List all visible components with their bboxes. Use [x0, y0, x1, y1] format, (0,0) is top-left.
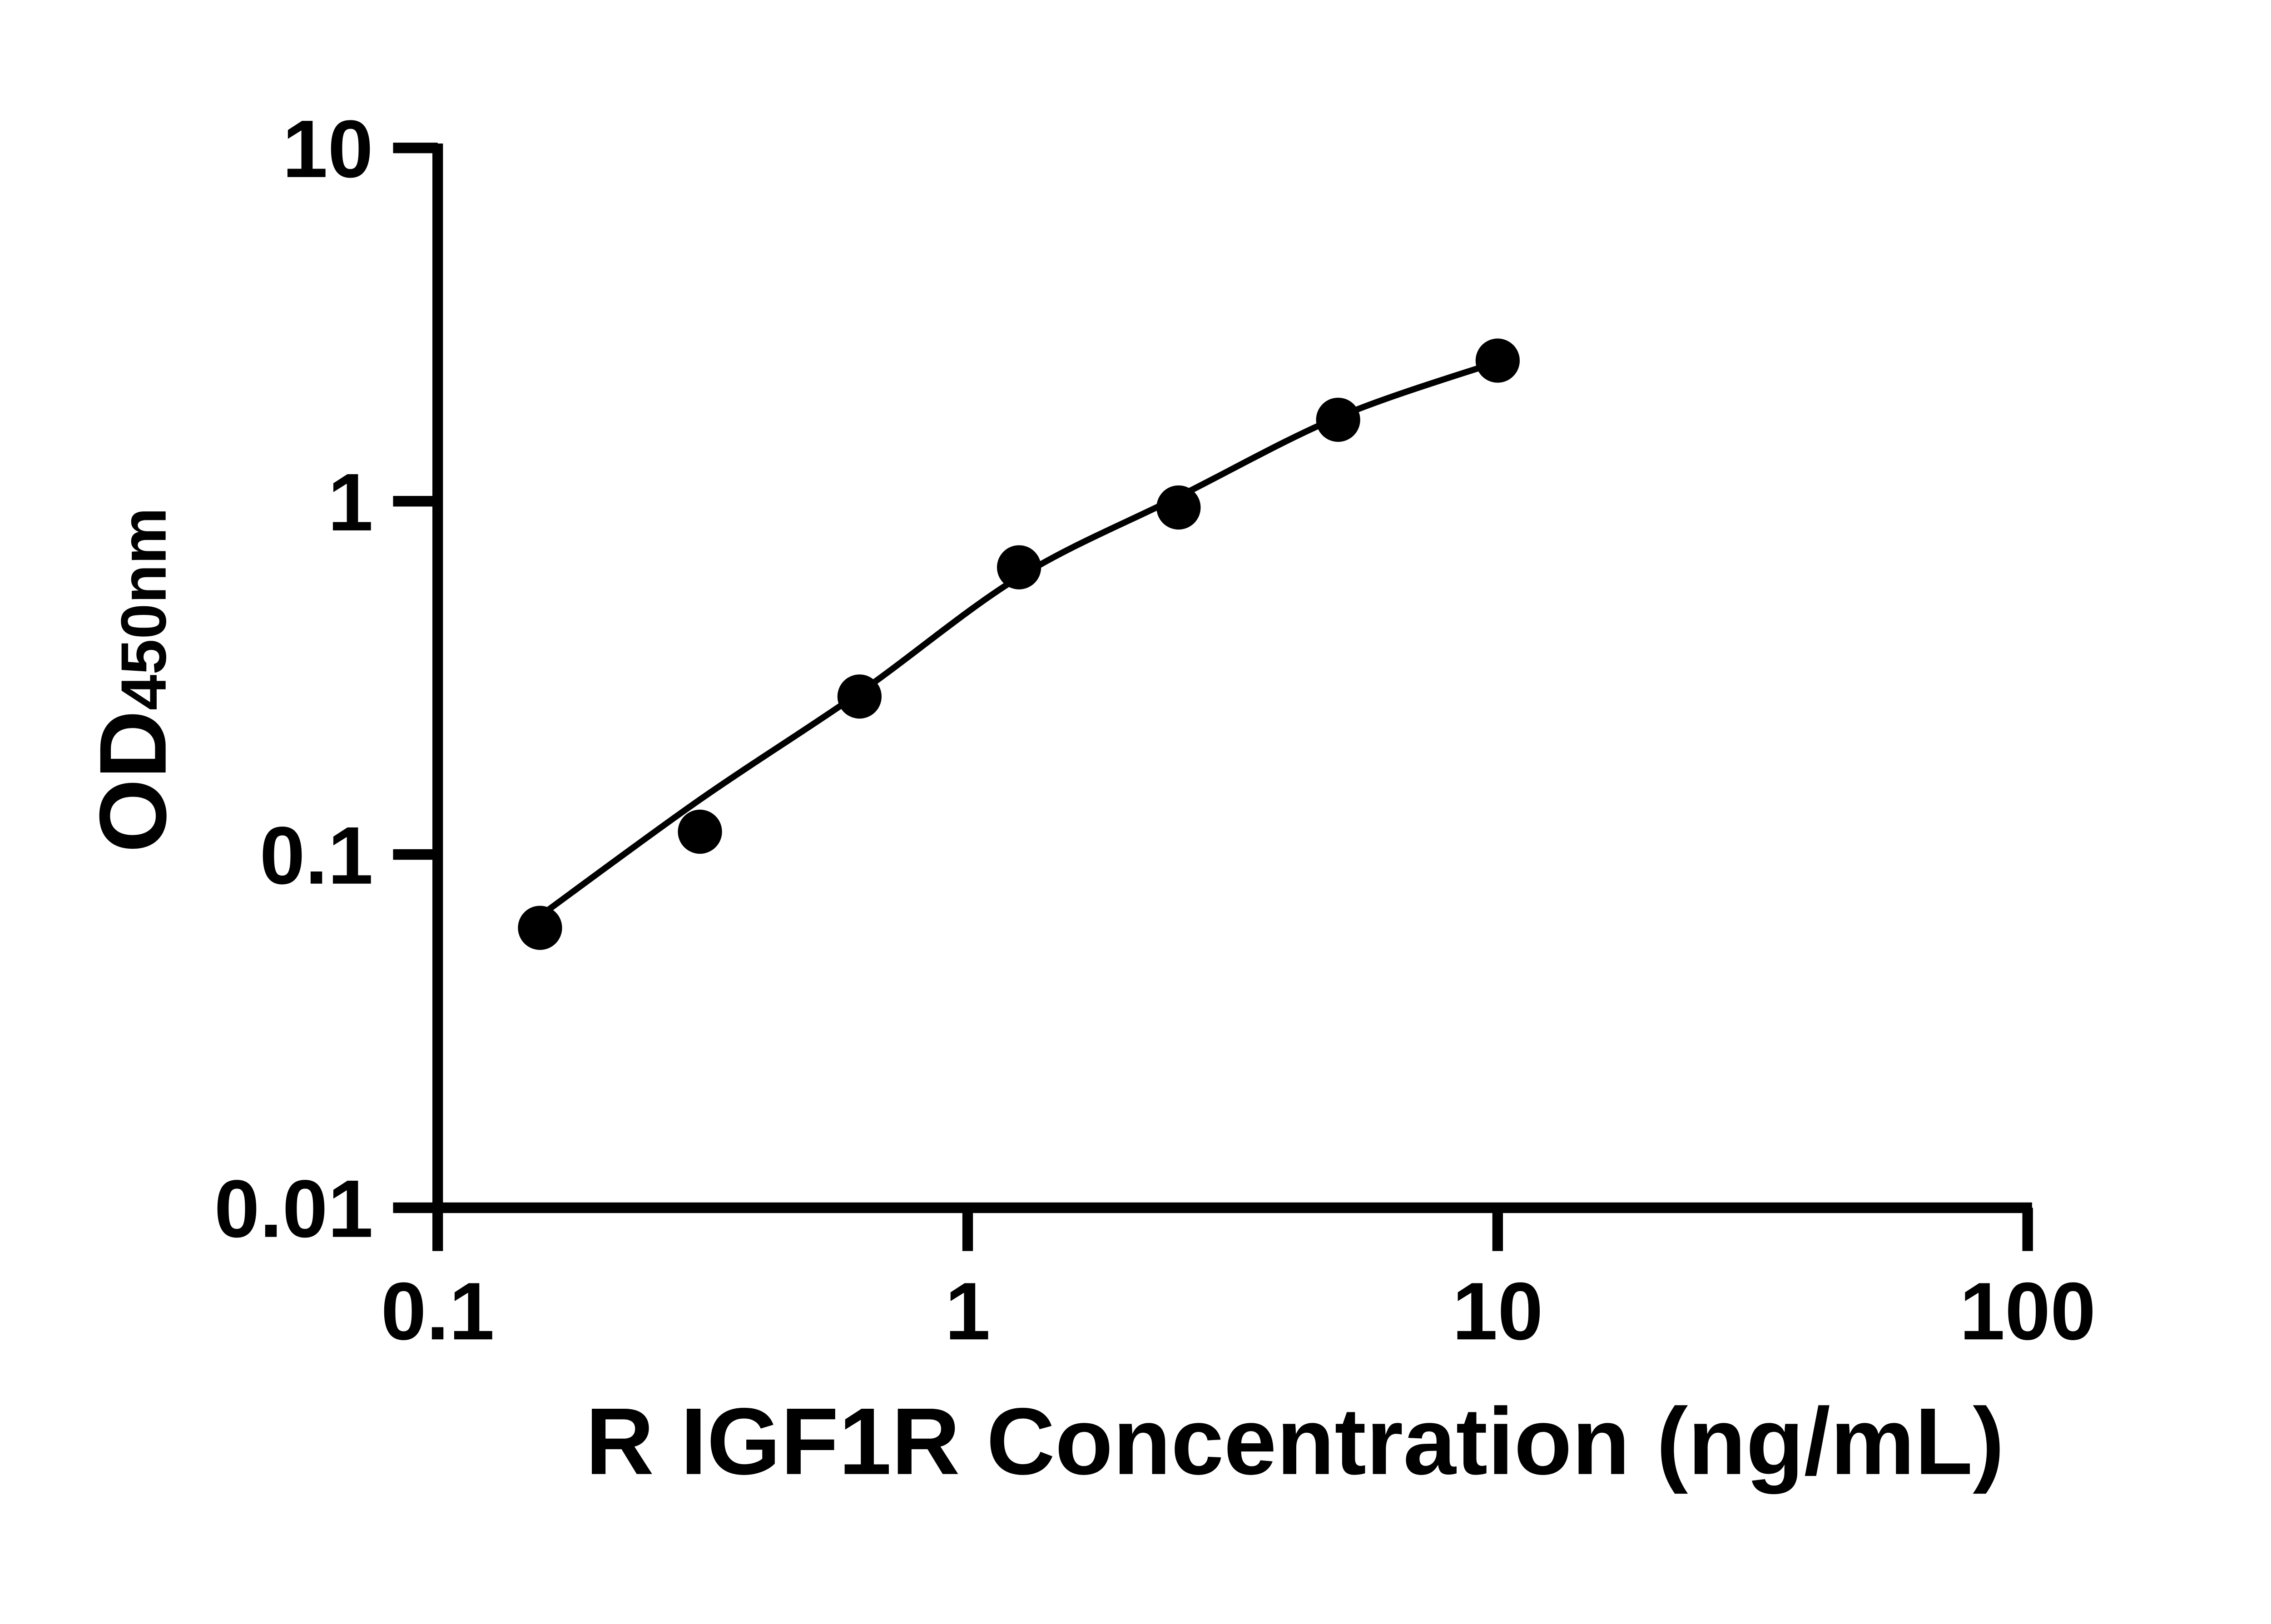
x-tick-label: 0.1 [381, 1266, 495, 1357]
y-axis-title-main: OD [80, 710, 186, 853]
chart-canvas: 10 1 0.1 0.01 0.1 1 10 100 R IGF1R Concentratio… [80, 103, 2096, 1495]
x-tick-label: 10 [1452, 1266, 1543, 1357]
y-tick-label: 0.1 [260, 810, 373, 901]
y-axis-title: OD450nm [80, 507, 186, 852]
data-point-marker [1156, 485, 1201, 530]
y-tick-label: 0.01 [214, 1164, 373, 1255]
data-point-marker [518, 906, 562, 950]
data-points-group [518, 338, 1520, 950]
y-tick-label: 10 [283, 104, 373, 195]
data-point-marker [997, 545, 1041, 589]
y-axis-title-sub: 450nm [108, 507, 179, 710]
axes-group [432, 144, 2032, 1213]
x-tick-label: 100 [1959, 1266, 2096, 1357]
x-tick-label: 1 [945, 1266, 990, 1357]
tick-marks-group [393, 143, 2033, 1251]
data-point-marker [1316, 397, 1360, 442]
data-point-marker [1475, 338, 1520, 383]
data-point-marker [678, 809, 722, 854]
y-tick-label: 1 [328, 457, 373, 548]
data-point-marker [837, 674, 882, 719]
x-axis-title: R IGF1R Concentration (ng/mL) [585, 1389, 2004, 1495]
